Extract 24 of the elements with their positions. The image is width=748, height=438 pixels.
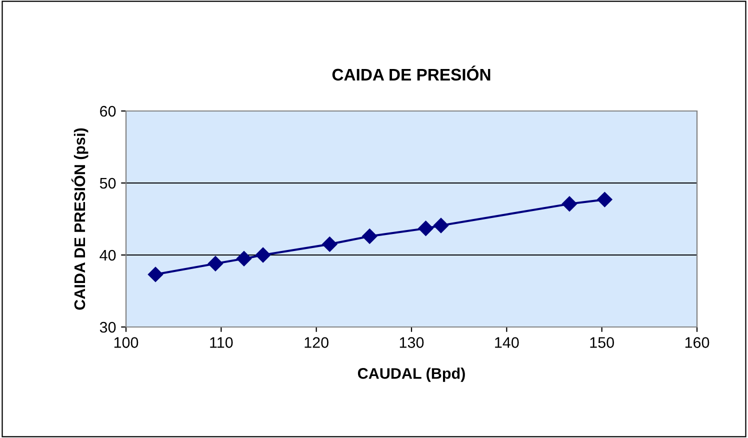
x-tick-label: 140 <box>495 337 519 348</box>
y-tick-label: 30 <box>100 322 116 333</box>
point <box>562 196 578 212</box>
point <box>255 247 271 263</box>
x-tick-label: 130 <box>400 337 424 348</box>
x-axis-title: CAUDAL (Bpd) <box>358 368 465 382</box>
point <box>362 228 378 244</box>
y-tick-label: 60 <box>100 106 116 117</box>
y-axis-title: CAIDA DE PRESIÓN (psi) <box>71 128 88 310</box>
x-tick-label: 150 <box>590 337 614 348</box>
point <box>418 220 434 236</box>
point <box>236 251 252 266</box>
y-tick-label: 50 <box>100 178 116 189</box>
chart-title: CAIDA DE PRESIÓN <box>332 66 490 81</box>
point <box>148 266 164 282</box>
x-tick-label: 160 <box>685 337 710 348</box>
point <box>597 192 612 208</box>
point <box>208 256 224 272</box>
x-tick-label: 120 <box>304 337 328 348</box>
point <box>322 236 338 252</box>
y-tick-label: 40 <box>100 250 116 261</box>
point <box>433 218 449 234</box>
x-tick-label: 110 <box>210 337 233 348</box>
x-tick-label: 100 <box>114 337 138 348</box>
